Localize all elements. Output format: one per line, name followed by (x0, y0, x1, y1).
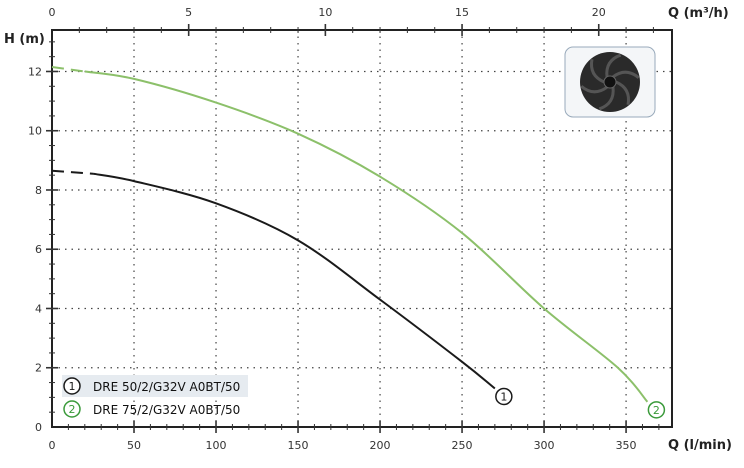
x2-tick-label: 15 (455, 6, 469, 19)
y-tick-label: 8 (35, 184, 42, 197)
x2-axis-label: Q (m³/h) (668, 6, 729, 21)
x-tick-label: 250 (452, 439, 473, 452)
impeller-hub (603, 75, 617, 89)
x-tick-label: 0 (49, 439, 56, 452)
y-axis-label: H (m) (4, 32, 45, 47)
series-1-end-label: 1 (500, 390, 507, 403)
x-tick-label: 50 (127, 439, 141, 452)
y-tick-label: 0 (35, 421, 42, 434)
impeller-vane (615, 80, 630, 105)
x-tick-label: 200 (370, 439, 391, 452)
y-tick-label: 4 (35, 302, 42, 315)
x-tick-label: 150 (288, 439, 309, 452)
series-2-line (84, 70, 649, 403)
series-1-line (92, 172, 496, 390)
impeller-vane (598, 87, 615, 111)
y-tick-label: 6 (35, 243, 42, 256)
series-1-dashed (51, 169, 94, 175)
y-tick-label: 10 (28, 125, 42, 138)
x-axis-label: Q (l/min) (668, 438, 732, 453)
series-2-end-marker (647, 401, 666, 419)
legend-entry: DRE 50/2/G32V A0BT/50 (93, 380, 240, 394)
series-2-end-label: 2 (653, 404, 660, 417)
legend-highlight (62, 375, 248, 397)
x-tick-label: 350 (616, 439, 637, 452)
impeller-vane (590, 59, 605, 84)
x2-tick-label: 5 (185, 6, 192, 19)
impeller-vane (605, 53, 622, 77)
series-1-end-marker (495, 387, 513, 406)
x-tick-label: 100 (206, 439, 227, 452)
legend-marker-label: 1 (69, 380, 76, 393)
x2-tick-label: 20 (592, 6, 606, 19)
legend-marker-1 (63, 377, 81, 395)
x-tick-label: 300 (534, 439, 555, 452)
x2-tick-label: 10 (318, 6, 332, 19)
impeller-vane (580, 85, 608, 94)
y-tick-label: 12 (28, 65, 42, 78)
series-2-dashed (51, 66, 85, 73)
impeller-vane (612, 70, 640, 79)
x2-tick-label: 0 (49, 6, 56, 19)
impeller-icon (564, 46, 656, 118)
legend-entry: DRE 75/2/G32V A0BT/50 (93, 403, 240, 417)
legend-marker-2 (63, 400, 81, 418)
legend-marker-label: 2 (69, 403, 76, 416)
y-tick-label: 2 (35, 362, 42, 375)
plot-frame (51, 29, 673, 428)
